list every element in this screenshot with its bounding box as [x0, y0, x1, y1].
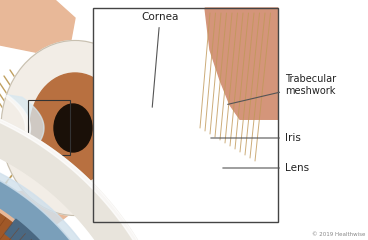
Text: Iris: Iris: [211, 133, 301, 143]
Bar: [93, 8, 278, 222]
Bar: [93, 8, 278, 222]
Polygon shape: [0, 151, 98, 240]
Polygon shape: [0, 150, 102, 240]
Ellipse shape: [1, 41, 149, 216]
Bar: [28, 100, 70, 155]
Ellipse shape: [54, 104, 92, 152]
Polygon shape: [205, 8, 278, 119]
Polygon shape: [8, 95, 44, 161]
Text: Trabecular
meshwork: Trabecular meshwork: [228, 74, 336, 104]
Ellipse shape: [30, 73, 120, 183]
Polygon shape: [0, 183, 63, 240]
Polygon shape: [0, 97, 147, 240]
Polygon shape: [0, 0, 75, 55]
Polygon shape: [5, 219, 45, 240]
Text: Cornea: Cornea: [141, 12, 179, 107]
Polygon shape: [0, 190, 75, 230]
Polygon shape: [0, 97, 147, 240]
Polygon shape: [0, 224, 20, 240]
Text: Lens: Lens: [223, 163, 309, 173]
Text: © 2019 Healthwise: © 2019 Healthwise: [312, 232, 365, 237]
